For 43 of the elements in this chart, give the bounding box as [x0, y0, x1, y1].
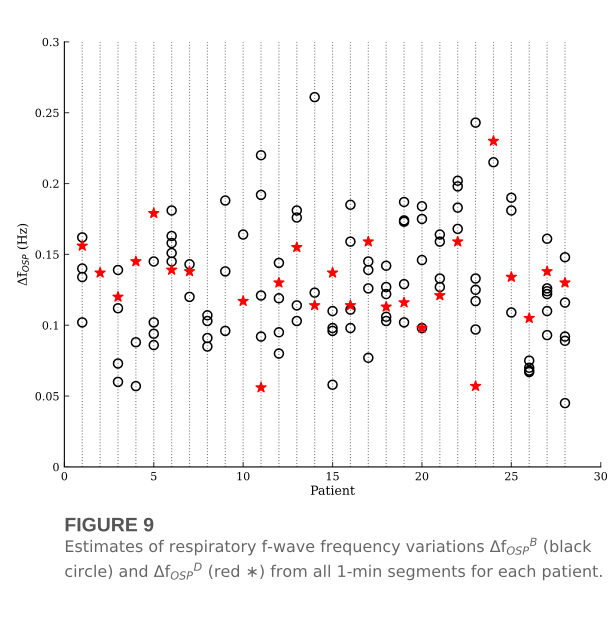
point — [434, 290, 446, 300]
point — [148, 207, 160, 218]
point — [380, 300, 392, 312]
y-tick-label: 0.2 — [42, 180, 58, 188]
point — [362, 236, 374, 246]
point — [255, 382, 267, 392]
y-axis-title: Δf̄$_{OSP}$ (Hz) — [17, 224, 29, 286]
y-tick-label: 0.15 — [35, 250, 59, 259]
point — [452, 236, 464, 246]
x-tick-label: 15 — [326, 472, 339, 480]
point — [326, 266, 338, 278]
point — [398, 296, 410, 308]
y-tick-label: 0.3 — [42, 38, 59, 46]
point — [524, 312, 535, 323]
x-tick-label: 25 — [505, 472, 518, 480]
point — [94, 266, 106, 278]
point — [291, 241, 302, 252]
point — [130, 256, 142, 266]
point — [184, 266, 196, 276]
point — [344, 300, 356, 310]
x-tick-label: 20 — [416, 472, 428, 480]
text: FIGURE 9 — [66, 518, 154, 532]
point — [76, 240, 88, 251]
y-tick-label: 0 — [53, 462, 59, 472]
x-tick-label: 30 — [594, 472, 608, 480]
point — [559, 276, 571, 288]
x-tick-label: 10 — [237, 472, 250, 480]
point — [470, 380, 482, 392]
y-tick-label: 0.25 — [35, 108, 59, 118]
point — [488, 135, 500, 146]
x-tick-label: 5 — [151, 472, 156, 480]
point — [542, 266, 553, 276]
point — [506, 271, 517, 282]
y-tick-label: 0.1 — [42, 321, 58, 330]
text: Estimates of respiratory f-wave frequency variations Δf$_{OSP}$$^{B}$ (black circle) and Δf$_{OSP}$$^{D}$ (red ∗) from all 1-min segments for each patient. — [65, 538, 602, 580]
x-axis-title: Patient — [310, 486, 355, 495]
point — [112, 291, 124, 302]
point — [238, 295, 249, 306]
point — [273, 276, 285, 288]
point — [309, 300, 320, 310]
x-tick-label: 0 — [62, 472, 68, 480]
point — [166, 264, 178, 275]
y-tick-label: 0.05 — [35, 392, 59, 400]
